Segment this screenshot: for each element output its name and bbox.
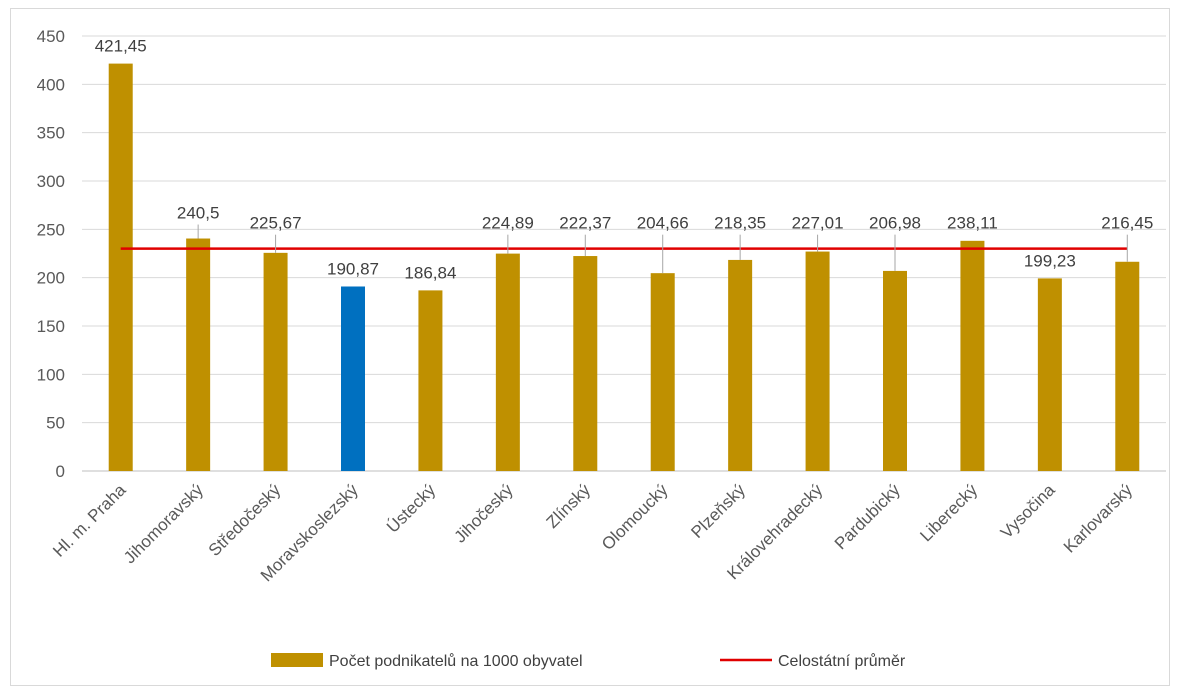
legend-bar-swatch: [271, 653, 323, 667]
legend-bar-label: Počet podnikatelů na 1000 obyvatel: [329, 652, 583, 670]
bar: [263, 252, 288, 471]
bar: [186, 238, 211, 471]
x-axis-ticks: Hl. m. PrahaJihomoravskýStředočeskýMorav…: [49, 480, 1136, 585]
label-leader-lines: [197, 224, 1128, 274]
y-tick-label: 400: [37, 75, 65, 94]
data-label: 225,67: [250, 214, 302, 233]
bar: [108, 63, 133, 472]
y-tick-label: 0: [56, 462, 65, 481]
x-tick-label: Karlovarský: [1060, 480, 1137, 557]
bar: [573, 256, 598, 471]
bar: [960, 240, 985, 471]
bar: [418, 290, 443, 471]
y-tick-label: 450: [37, 27, 65, 46]
chart-frame: 0 50 100 150 200 250 300 350 400 450 421,45 240,5 2…: [10, 8, 1170, 686]
bar: [883, 270, 907, 471]
x-tick-label: Jihomoravský: [120, 480, 207, 567]
bar: [1037, 278, 1062, 471]
y-tick-label: 200: [37, 269, 65, 288]
x-tick-label: Olomoucký: [598, 480, 672, 554]
bar: [650, 273, 675, 471]
data-label: 204,66: [637, 214, 689, 233]
data-label: 240,5: [177, 204, 220, 223]
bar: [1115, 261, 1140, 471]
data-labels: 421,45 240,5 225,67 190,87 186,84 224,89 222,3…: [95, 37, 1154, 283]
x-tick-label: Jihočeský: [450, 480, 517, 547]
data-label: 227,01: [792, 214, 844, 233]
x-tick-label: Zlínský: [543, 480, 595, 532]
y-tick-label: 100: [37, 365, 65, 384]
gridlines: [82, 35, 1166, 472]
data-label: 216,45: [1101, 214, 1153, 233]
bar-chart: 0 50 100 150 200 250 300 350 400 450 421,45 240,5 2…: [37, 27, 1166, 670]
data-label: 186,84: [404, 263, 456, 282]
x-tick-label: Ústecký: [383, 480, 440, 537]
bar: [495, 253, 520, 471]
y-tick-label: 250: [37, 220, 65, 239]
y-tick-label: 150: [37, 317, 65, 336]
bar: [341, 286, 365, 471]
data-label: 421,45: [95, 37, 147, 56]
data-label: 199,23: [1024, 251, 1076, 270]
x-tick-label: Vysočina: [997, 480, 1059, 542]
x-tick-label: Plzeňský: [687, 480, 749, 542]
data-label: 218,35: [714, 214, 766, 233]
y-axis-ticks: 0 50 100 150 200 250 300 350 400 450: [37, 27, 65, 481]
legend-line-label: Celostátní průměr: [778, 652, 906, 670]
y-tick-label: 300: [37, 172, 65, 191]
bars: [108, 63, 1140, 472]
data-label: 224,89: [482, 214, 534, 233]
data-label: 190,87: [327, 259, 379, 278]
legend: Počet podnikatelů na 1000 obyvatel Celos…: [271, 652, 906, 670]
y-tick-label: 50: [46, 414, 65, 433]
data-label: 222,37: [559, 214, 611, 233]
x-tick-label: Liberecký: [916, 480, 981, 545]
x-tick-label: Pardubický: [831, 480, 904, 553]
x-tick-label: Středočeský: [205, 480, 285, 560]
data-label: 238,11: [947, 214, 998, 233]
data-label: 206,98: [869, 214, 921, 233]
bar: [805, 251, 830, 471]
bar: [728, 259, 753, 471]
y-tick-label: 350: [37, 124, 65, 143]
x-tick-label: Hl. m. Praha: [49, 480, 130, 561]
